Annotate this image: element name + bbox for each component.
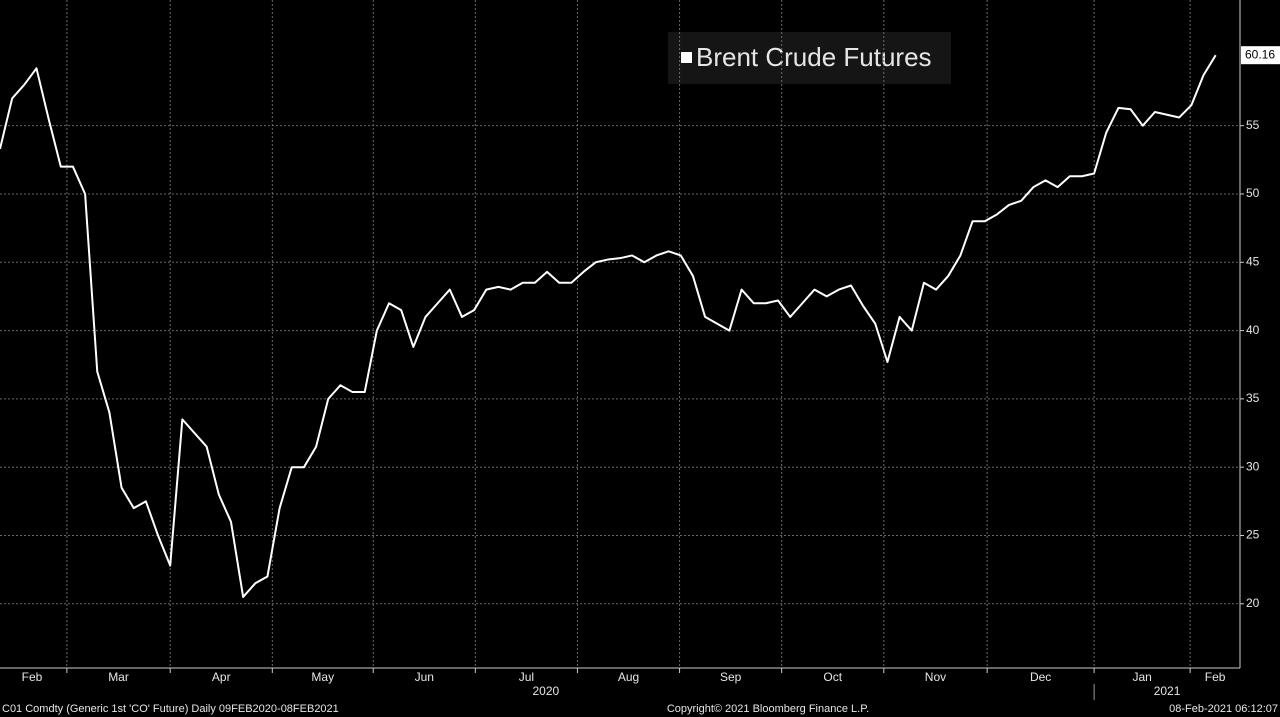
x-tick-label: Dec [1030,670,1051,684]
legend-label: Brent Crude Futures [696,42,932,72]
y-tick-label: 20 [1246,596,1260,610]
x-tick-label: Jun [415,670,434,684]
footer-left: C01 Comdty (Generic 1st 'CO' Future) Dai… [2,703,339,715]
y-tick-label: 30 [1246,459,1260,473]
x-tick-label: Feb [22,670,43,684]
x-tick-label: May [311,670,334,684]
x-tick-label: Apr [212,670,231,684]
x-tick-label: Jan [1132,670,1151,684]
y-tick-label: 55 [1246,118,1260,132]
last-value-label: 60.16 [1245,47,1275,61]
last-value-box [1241,46,1280,65]
x-tick-label: Feb [1205,670,1226,684]
x-tick-label: Mar [108,670,129,684]
y-tick-label: 45 [1246,254,1260,268]
x-tick-label: Oct [823,670,842,684]
x-tick-label: Jul [519,670,534,684]
y-tick-label: 50 [1246,186,1260,200]
y-tick-label: 25 [1246,528,1260,542]
legend-swatch [681,52,692,63]
year-label: 2021 [1154,684,1181,698]
y-tick-label: 40 [1246,323,1260,337]
legend-box [668,32,951,84]
year-label: 2020 [532,684,559,698]
line [0,54,1217,598]
footer-right: 08-Feb-2021 06:12:07 [1169,703,1278,715]
x-tick-label: Nov [925,670,946,684]
x-tick-label: Aug [618,670,639,684]
footer-center: Copyright© 2021 Bloomberg Finance L.P. [667,703,869,715]
x-tick-label: Sep [720,670,742,684]
y-tick-label: 35 [1246,391,1260,405]
